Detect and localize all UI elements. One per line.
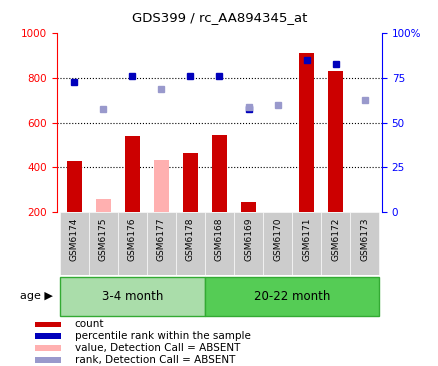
Text: percentile rank within the sample: percentile rank within the sample <box>74 331 250 341</box>
Bar <box>35 345 61 351</box>
Bar <box>349 212 378 274</box>
Bar <box>328 71 342 212</box>
Bar <box>262 212 291 274</box>
Text: GSM6171: GSM6171 <box>301 217 310 261</box>
Text: value, Detection Call = ABSENT: value, Detection Call = ABSENT <box>74 343 240 353</box>
Bar <box>125 136 139 212</box>
Bar <box>299 53 313 212</box>
Bar <box>183 153 197 212</box>
Bar <box>35 321 61 327</box>
Text: GSM6176: GSM6176 <box>128 217 137 261</box>
Bar <box>233 212 262 274</box>
Text: 3-4 month: 3-4 month <box>102 290 163 303</box>
Bar <box>241 202 255 212</box>
Bar <box>205 277 378 316</box>
Text: GSM6175: GSM6175 <box>99 217 108 261</box>
Bar <box>176 212 205 274</box>
Text: GSM6173: GSM6173 <box>359 217 368 261</box>
Bar <box>320 212 349 274</box>
Bar <box>205 212 233 274</box>
Bar <box>96 199 110 212</box>
Text: GSM6168: GSM6168 <box>215 217 223 261</box>
Bar <box>118 212 147 274</box>
Text: count: count <box>74 320 104 329</box>
Text: 20-22 month: 20-22 month <box>253 290 329 303</box>
Text: GSM6177: GSM6177 <box>157 217 166 261</box>
Bar <box>154 160 168 212</box>
Text: rank, Detection Call = ABSENT: rank, Detection Call = ABSENT <box>74 355 234 365</box>
Text: GSM6178: GSM6178 <box>186 217 194 261</box>
Text: age ▶: age ▶ <box>20 291 53 302</box>
Bar <box>60 212 89 274</box>
Text: GSM6169: GSM6169 <box>244 217 252 261</box>
Bar <box>60 277 205 316</box>
Text: GSM6172: GSM6172 <box>330 217 339 261</box>
Text: GDS399 / rc_AA894345_at: GDS399 / rc_AA894345_at <box>131 11 307 24</box>
Bar <box>291 212 320 274</box>
Text: GSM6170: GSM6170 <box>272 217 281 261</box>
Text: GSM6174: GSM6174 <box>70 217 79 261</box>
Bar <box>35 357 61 363</box>
Bar <box>35 333 61 339</box>
Bar <box>147 212 176 274</box>
Bar <box>89 212 118 274</box>
Bar <box>67 161 81 212</box>
Bar <box>212 135 226 212</box>
